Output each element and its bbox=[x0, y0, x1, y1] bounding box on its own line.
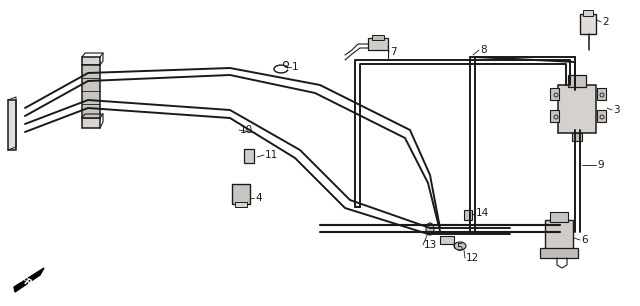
Bar bbox=[572, 133, 582, 141]
Ellipse shape bbox=[426, 223, 434, 235]
Bar bbox=[580, 14, 596, 34]
Polygon shape bbox=[8, 100, 16, 150]
Ellipse shape bbox=[454, 242, 466, 250]
Text: 2: 2 bbox=[602, 17, 609, 27]
Text: 1: 1 bbox=[292, 62, 299, 72]
Text: 6: 6 bbox=[581, 235, 588, 245]
Text: 3: 3 bbox=[613, 105, 620, 115]
Bar bbox=[540, 248, 578, 258]
Bar bbox=[440, 236, 454, 244]
Text: 7: 7 bbox=[390, 47, 397, 57]
Text: 14: 14 bbox=[476, 208, 489, 218]
Bar bbox=[597, 88, 606, 100]
Text: 10: 10 bbox=[240, 125, 253, 135]
Bar bbox=[235, 202, 247, 207]
Bar bbox=[568, 75, 586, 87]
Text: 8: 8 bbox=[480, 45, 486, 55]
Bar bbox=[550, 212, 568, 222]
Polygon shape bbox=[82, 57, 100, 65]
Text: 12: 12 bbox=[466, 253, 479, 263]
Polygon shape bbox=[82, 118, 100, 128]
Text: 4: 4 bbox=[255, 193, 262, 203]
Bar bbox=[597, 110, 606, 122]
Text: 11: 11 bbox=[265, 150, 278, 160]
Text: FR.: FR. bbox=[18, 275, 36, 291]
Bar bbox=[368, 38, 388, 50]
Bar bbox=[372, 35, 384, 40]
Bar bbox=[558, 85, 596, 133]
Polygon shape bbox=[14, 268, 44, 292]
Bar bbox=[232, 184, 250, 204]
Polygon shape bbox=[82, 65, 100, 118]
Bar bbox=[464, 210, 472, 220]
Bar bbox=[583, 10, 593, 16]
Text: 5: 5 bbox=[456, 243, 463, 253]
Bar bbox=[545, 220, 573, 252]
Bar bbox=[550, 88, 559, 100]
Text: 13: 13 bbox=[424, 240, 437, 250]
Bar bbox=[244, 149, 254, 163]
Text: 9: 9 bbox=[597, 160, 604, 170]
Bar bbox=[550, 110, 559, 122]
